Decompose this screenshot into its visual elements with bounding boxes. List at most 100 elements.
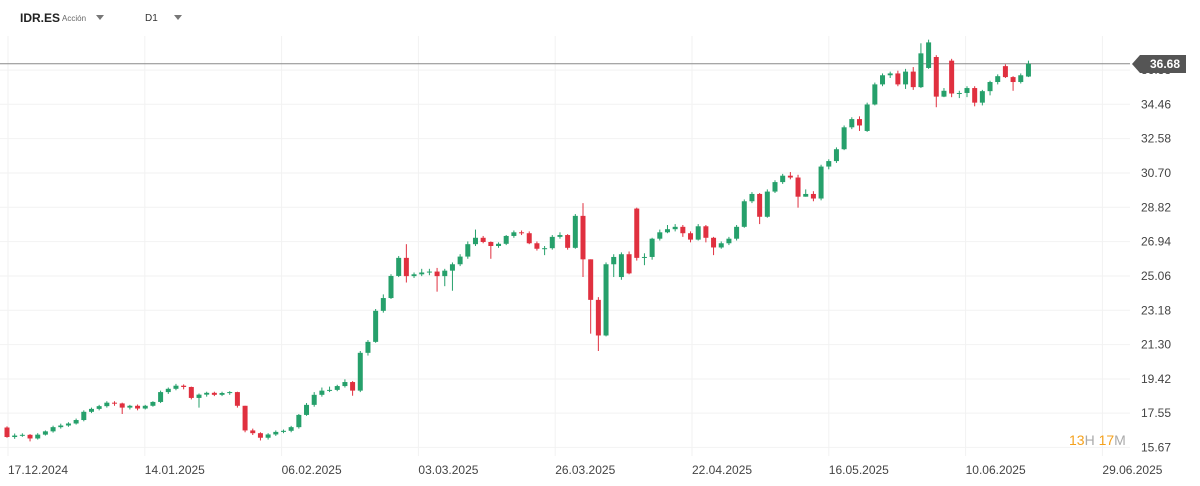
candle[interactable]: [926, 39, 932, 69]
candle[interactable]: [995, 74, 1001, 85]
candle[interactable]: [296, 414, 302, 429]
candle[interactable]: [526, 231, 532, 245]
candle[interactable]: [319, 387, 325, 397]
candle[interactable]: [534, 241, 540, 251]
candle[interactable]: [880, 73, 886, 87]
candle[interactable]: [211, 391, 217, 397]
candle[interactable]: [810, 191, 816, 202]
candle[interactable]: [96, 404, 102, 411]
candle[interactable]: [12, 433, 18, 439]
candle[interactable]: [933, 55, 939, 108]
candle[interactable]: [795, 174, 801, 208]
candle[interactable]: [626, 251, 632, 275]
candle[interactable]: [265, 433, 271, 440]
candle[interactable]: [726, 236, 732, 246]
candle[interactable]: [849, 117, 855, 130]
candle[interactable]: [472, 229, 478, 246]
candle[interactable]: [449, 262, 455, 291]
candle[interactable]: [657, 229, 663, 241]
candle[interactable]: [480, 235, 486, 244]
candle[interactable]: [580, 203, 586, 278]
candle[interactable]: [234, 391, 240, 408]
candle[interactable]: [434, 267, 440, 292]
candle[interactable]: [956, 90, 962, 99]
candle[interactable]: [611, 254, 617, 278]
candle[interactable]: [903, 68, 909, 89]
candle[interactable]: [65, 422, 71, 427]
candle[interactable]: [350, 381, 356, 396]
candle[interactable]: [457, 254, 463, 267]
candle[interactable]: [941, 88, 947, 98]
candle[interactable]: [304, 403, 310, 416]
candle[interactable]: [618, 252, 624, 280]
candle[interactable]: [19, 433, 25, 437]
candle[interactable]: [910, 67, 916, 90]
candle[interactable]: [158, 390, 164, 404]
candle[interactable]: [780, 173, 786, 184]
symbol-name[interactable]: IDR.ES: [20, 11, 61, 25]
timeframe-dropdown-icon[interactable]: [172, 13, 184, 23]
timeframe-selector[interactable]: D1: [145, 13, 158, 24]
candle[interactable]: [334, 384, 340, 392]
candle[interactable]: [603, 262, 609, 337]
candle[interactable]: [979, 89, 985, 106]
candle[interactable]: [403, 244, 409, 283]
candle[interactable]: [672, 224, 678, 232]
candle[interactable]: [542, 246, 548, 256]
candle[interactable]: [841, 125, 847, 151]
candle[interactable]: [826, 159, 832, 170]
candle[interactable]: [964, 86, 970, 98]
candle[interactable]: [181, 384, 187, 390]
candle[interactable]: [572, 214, 578, 249]
candle[interactable]: [549, 235, 555, 250]
candle[interactable]: [649, 237, 655, 260]
candle[interactable]: [695, 224, 701, 241]
candle[interactable]: [257, 432, 263, 441]
candle[interactable]: [565, 234, 571, 250]
candle[interactable]: [503, 235, 509, 246]
candle[interactable]: [465, 241, 471, 259]
candle[interactable]: [419, 268, 425, 277]
candle[interactable]: [42, 430, 48, 436]
candle[interactable]: [227, 391, 233, 395]
candle[interactable]: [688, 231, 694, 243]
candle[interactable]: [81, 410, 87, 422]
candle[interactable]: [426, 268, 432, 276]
candle[interactable]: [373, 309, 379, 343]
candle[interactable]: [895, 70, 901, 87]
candle[interactable]: [112, 401, 118, 406]
candle[interactable]: [887, 71, 893, 78]
candle[interactable]: [1018, 73, 1024, 84]
candle[interactable]: [680, 225, 686, 237]
candle[interactable]: [1002, 64, 1008, 78]
candle[interactable]: [311, 392, 317, 407]
candle[interactable]: [519, 230, 525, 236]
candle[interactable]: [388, 274, 394, 299]
candle[interactable]: [380, 294, 386, 313]
candle[interactable]: [718, 241, 724, 249]
candle[interactable]: [1025, 60, 1031, 78]
candle[interactable]: [972, 86, 978, 107]
candle[interactable]: [188, 386, 194, 400]
candle[interactable]: [219, 391, 225, 397]
candle[interactable]: [557, 232, 563, 239]
candle[interactable]: [833, 147, 839, 163]
symbol-dropdown-icon[interactable]: [94, 13, 106, 23]
candle[interactable]: [918, 43, 924, 89]
candle[interactable]: [4, 426, 10, 438]
candle[interactable]: [949, 58, 955, 98]
candle[interactable]: [242, 405, 248, 433]
candle[interactable]: [711, 236, 717, 256]
candle[interactable]: [288, 425, 294, 433]
candle[interactable]: [204, 391, 210, 397]
candle[interactable]: [595, 297, 601, 351]
candle[interactable]: [442, 268, 448, 287]
candle[interactable]: [496, 242, 502, 248]
candle[interactable]: [273, 430, 279, 436]
candle[interactable]: [342, 379, 348, 388]
candle[interactable]: [734, 225, 740, 241]
candle[interactable]: [856, 116, 862, 131]
candle[interactable]: [818, 164, 824, 201]
candle[interactable]: [396, 256, 402, 278]
